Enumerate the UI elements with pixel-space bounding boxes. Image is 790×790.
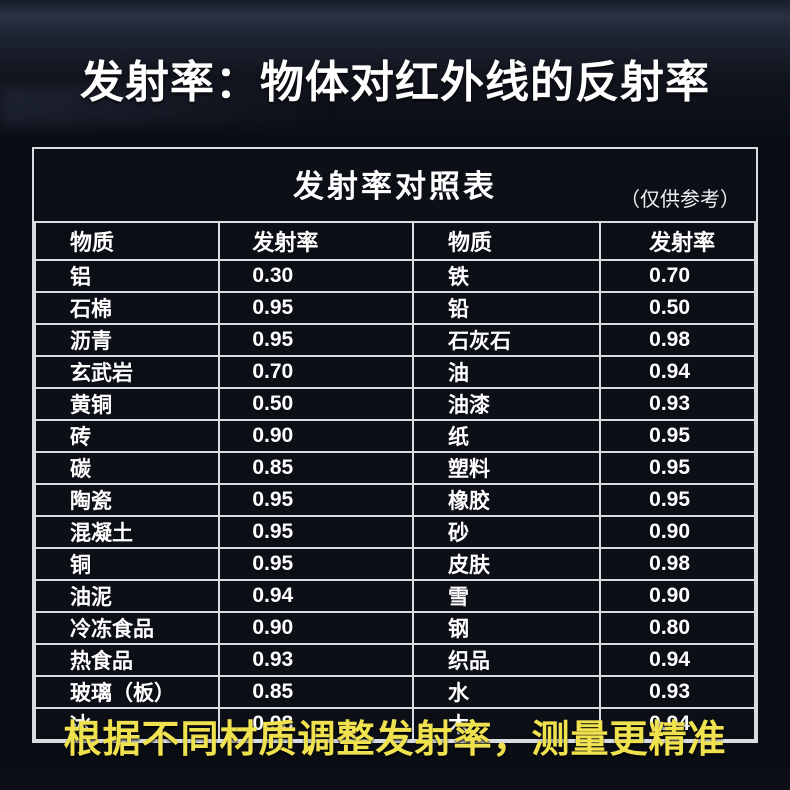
material-cell: 砂 (411, 515, 602, 549)
emissivity-value-cell: 0.85 (218, 675, 414, 709)
material-cell: 木 (411, 707, 602, 741)
table-caption-row: 发射率对照表 （仅供参考） (34, 149, 756, 221)
material-cell: 水 (411, 675, 602, 709)
table-caption-note: （仅供参考） (620, 189, 740, 211)
table-row: 黄铜 0.50 油漆 0.93 (33, 387, 756, 421)
material-cell: 铁 (411, 259, 602, 293)
material-cell: 玻璃（板） (33, 675, 221, 709)
table-row: 铝 0.30 铁 0.70 (33, 259, 756, 293)
material-cell: 皮肤 (411, 547, 602, 581)
table-row: 冷冻食品 0.90 钢 0.80 (33, 611, 756, 645)
emissivity-value-cell: 0.90 (599, 515, 756, 549)
emissivity-value-cell: 0.95 (218, 515, 414, 549)
material-cell: 黄铜 (33, 387, 221, 421)
table-row: 热食品 0.93 织品 0.94 (33, 643, 756, 677)
material-cell: 钢 (411, 611, 602, 645)
emissivity-value-cell: 0.98 (599, 547, 756, 581)
emissivity-value-cell: 0.90 (218, 419, 414, 453)
emissivity-value-cell: 0.95 (599, 419, 756, 453)
table-row: 玻璃（板） 0.85 水 0.93 (33, 675, 756, 709)
emissivity-value-cell: 0.95 (218, 291, 414, 325)
header-material-left: 物质 (33, 221, 221, 261)
material-cell: 石灰石 (411, 323, 602, 357)
emissivity-value-cell: 0.30 (218, 259, 414, 293)
emissivity-value-cell: 0.85 (218, 451, 414, 485)
table-row: 冰 0.98 木 0.94 (33, 707, 756, 741)
emissivity-value-cell: 0.50 (599, 291, 756, 325)
material-cell: 砖 (33, 419, 221, 453)
table-header-row: 物质 发射率 物质 发射率 (33, 221, 756, 261)
material-cell: 橡胶 (411, 483, 602, 517)
page-title: 发射率：物体对红外线的反射率 (80, 58, 710, 107)
emissivity-value-cell: 0.95 (599, 483, 756, 517)
emissivity-value-cell: 0.90 (599, 579, 756, 613)
material-cell: 玄武岩 (33, 355, 221, 389)
material-cell: 碳 (33, 451, 221, 485)
header-material-right: 物质 (411, 221, 602, 261)
emissivity-value-cell: 0.94 (218, 579, 414, 613)
emissivity-value-cell: 0.98 (218, 707, 414, 741)
emissivity-value-cell: 0.93 (599, 675, 756, 709)
header-emissivity-left: 发射率 (218, 221, 414, 261)
material-cell: 油漆 (411, 387, 602, 421)
table-row: 玄武岩 0.70 油 0.94 (33, 355, 756, 389)
material-cell: 沥青 (33, 323, 221, 357)
emissivity-value-cell: 0.95 (599, 451, 756, 485)
table-row: 碳 0.85 塑料 0.95 (33, 451, 756, 485)
emissivity-value-cell: 0.95 (218, 547, 414, 581)
table-row: 砖 0.90 纸 0.95 (33, 419, 756, 453)
emissivity-value-cell: 0.94 (599, 707, 756, 741)
emissivity-value-cell: 0.80 (599, 611, 756, 645)
emissivity-value-cell: 0.90 (218, 611, 414, 645)
emissivity-value-cell: 0.93 (599, 387, 756, 421)
emissivity-value-cell: 0.70 (599, 259, 756, 293)
emissivity-value-cell: 0.95 (218, 323, 414, 357)
emissivity-table: 物质 发射率 物质 发射率 铝 0.30 铁 0.70 石棉 0.95 铅 0.50 沥青 0.9… (33, 221, 756, 741)
material-cell: 油泥 (33, 579, 221, 613)
emissivity-value-cell: 0.98 (599, 323, 756, 357)
material-cell: 铅 (411, 291, 602, 325)
emissivity-value-cell: 0.50 (218, 387, 414, 421)
material-cell: 热食品 (33, 643, 221, 677)
table-row: 石棉 0.95 铅 0.50 (33, 291, 756, 325)
emissivity-value-cell: 0.93 (218, 643, 414, 677)
footer-note: 根据不同材质调整发射率，测量更精准 (63, 719, 727, 761)
table-row: 油泥 0.94 雪 0.90 (33, 579, 756, 613)
material-cell: 织品 (411, 643, 602, 677)
material-cell: 雪 (411, 579, 602, 613)
material-cell: 塑料 (411, 451, 602, 485)
table-caption: 发射率对照表 (293, 169, 497, 204)
emissivity-table-panel: 发射率对照表 （仅供参考） 物质 发射率 物质 发射率 铝 0.30 铁 0.70 石棉… (32, 147, 758, 743)
header-emissivity-right: 发射率 (599, 221, 756, 261)
emissivity-value-cell: 0.94 (599, 643, 756, 677)
emissivity-value-cell: 0.70 (218, 355, 414, 389)
table-row: 沥青 0.95 石灰石 0.98 (33, 323, 756, 357)
material-cell: 冰 (33, 707, 221, 741)
emissivity-value-cell: 0.94 (599, 355, 756, 389)
table-row: 混凝土 0.95 砂 0.90 (33, 515, 756, 549)
material-cell: 铜 (33, 547, 221, 581)
material-cell: 铝 (33, 259, 221, 293)
material-cell: 混凝土 (33, 515, 221, 549)
emissivity-value-cell: 0.95 (218, 483, 414, 517)
table-row: 铜 0.95 皮肤 0.98 (33, 547, 756, 581)
material-cell: 冷冻食品 (33, 611, 221, 645)
table-row: 陶瓷 0.95 橡胶 0.95 (33, 483, 756, 517)
material-cell: 石棉 (33, 291, 221, 325)
material-cell: 油 (411, 355, 602, 389)
material-cell: 纸 (411, 419, 602, 453)
material-cell: 陶瓷 (33, 483, 221, 517)
